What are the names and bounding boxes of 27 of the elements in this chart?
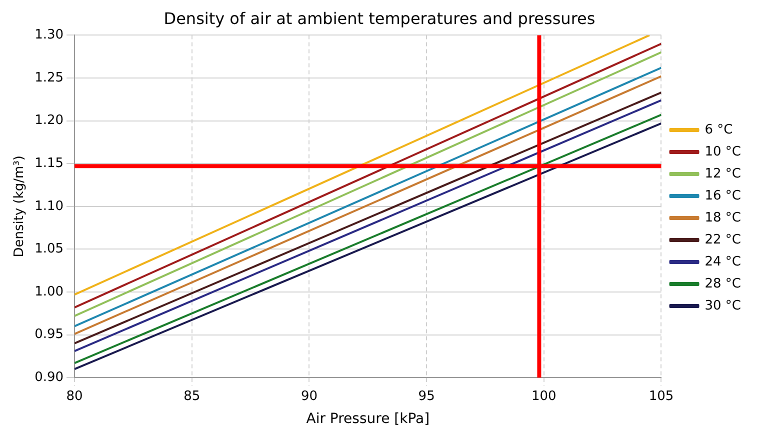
y-tick-label: 1.05 [34, 242, 64, 257]
y-axis-title: Density (kg/m³) [12, 156, 28, 258]
legend-label: 6 °C [704, 122, 733, 138]
legend-label: 28 °C [704, 276, 742, 292]
y-tick-label: 1.30 [34, 28, 64, 43]
legend-label: 10 °C [704, 144, 742, 160]
legend-label: 24 °C [704, 254, 742, 270]
legend-label: 16 °C [704, 188, 742, 204]
x-tick-label: 80 [66, 388, 83, 404]
y-tick-label: 1.15 [34, 156, 64, 171]
y-tick-label: 0.90 [34, 370, 64, 385]
y-tick-label: 1.20 [34, 113, 64, 128]
legend-label: 30 °C [704, 298, 742, 314]
y-tick-label: 1.25 [34, 70, 64, 86]
x-tick-label: 100 [531, 388, 556, 404]
x-tick-label: 90 [300, 388, 318, 404]
legend-label: 18 °C [704, 210, 742, 226]
legend-label: 22 °C [704, 232, 742, 248]
x-axis-title: Air Pressure [kPa] [306, 411, 430, 428]
y-tick-label: 1.10 [34, 198, 64, 214]
y-tick-label: 1.00 [34, 284, 64, 300]
x-tick-label: 85 [184, 388, 200, 404]
legend-label: 12 °C [704, 166, 742, 182]
x-tick-label: 95 [418, 388, 435, 404]
chart-title: Density of air at ambient temperatures and pressures [164, 8, 596, 28]
y-tick-label: 0.95 [34, 327, 64, 342]
x-tick-label: 105 [648, 388, 674, 404]
